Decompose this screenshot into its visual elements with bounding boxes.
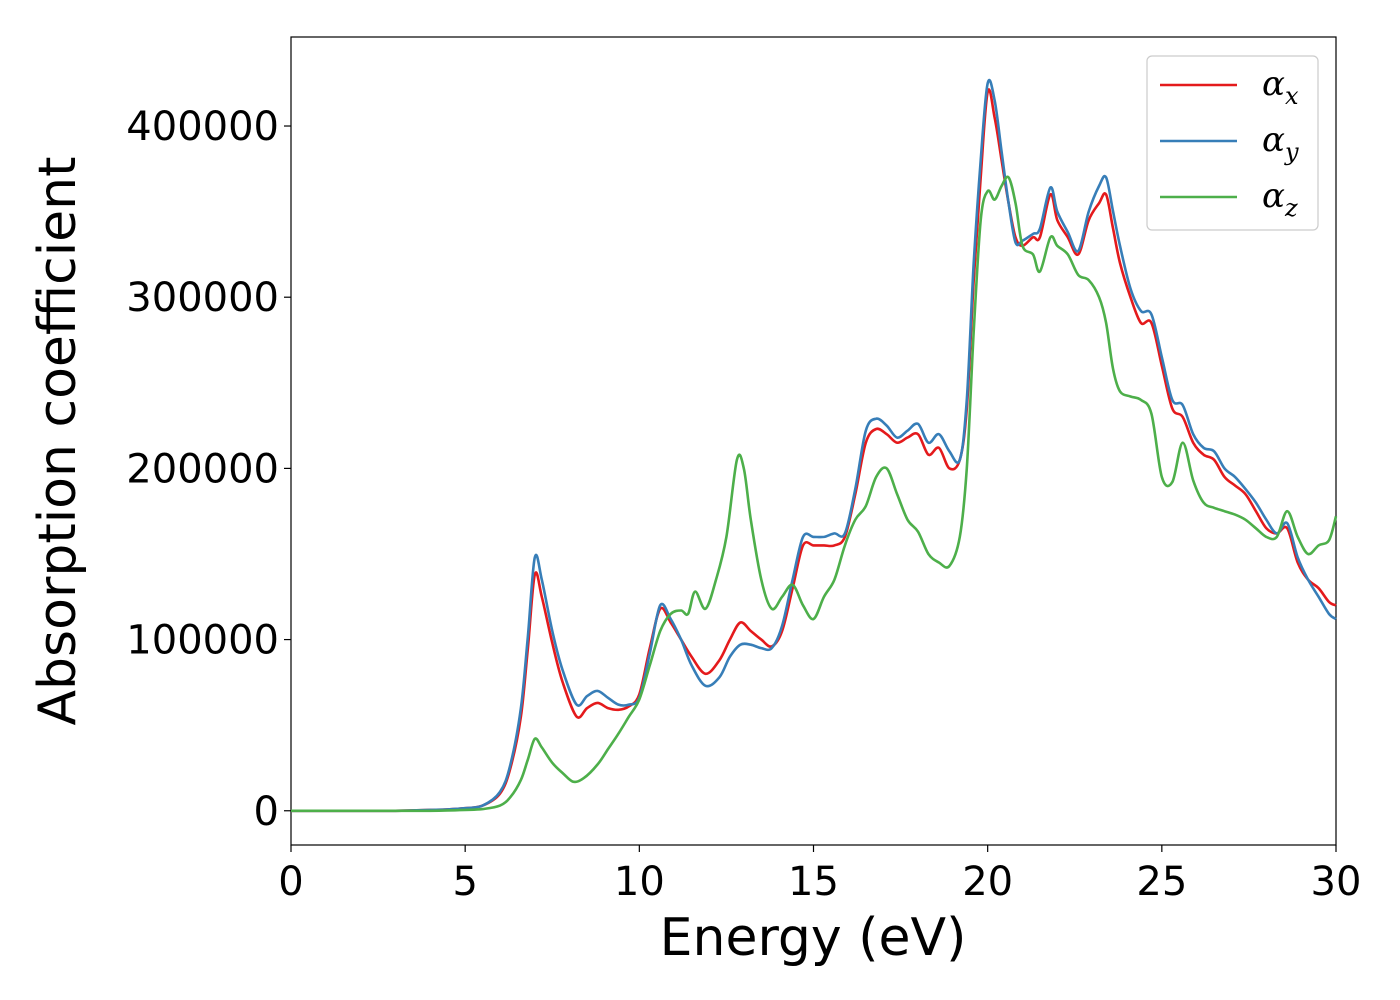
x-tick-label: 15 [788, 859, 839, 905]
x-tick-label: 20 [962, 859, 1013, 905]
series-line-alpha-x [291, 88, 1337, 813]
x-axis-ticks: 0 5 10 15 20 25 30 [278, 845, 1361, 905]
y-tick-label: 200000 [126, 446, 279, 492]
legend-label-alpha-x: αx [1262, 64, 1299, 110]
y-axis-label: Absorption coefficient [28, 156, 88, 725]
y-tick-label: 400000 [126, 104, 279, 150]
series-line-alpha-y [291, 78, 1337, 813]
series-line-alpha-z [291, 175, 1338, 813]
legend-label-alpha-y: αy [1262, 120, 1299, 166]
x-tick-label: 25 [1136, 859, 1187, 905]
legend-box [1146, 55, 1319, 231]
y-tick-label: 300000 [126, 275, 279, 321]
y-tick-label: 0 [254, 789, 279, 835]
x-tick-label: 30 [1311, 859, 1362, 905]
y-axis-ticks: 0 100000 200000 300000 400000 [126, 104, 291, 835]
y-tick-label: 100000 [126, 618, 279, 664]
series-layer [291, 78, 1338, 813]
x-tick-label: 5 [452, 859, 477, 905]
x-tick-label: 0 [278, 859, 303, 905]
x-tick-label: 10 [614, 859, 665, 905]
x-axis-label: Energy (eV) [660, 908, 967, 968]
